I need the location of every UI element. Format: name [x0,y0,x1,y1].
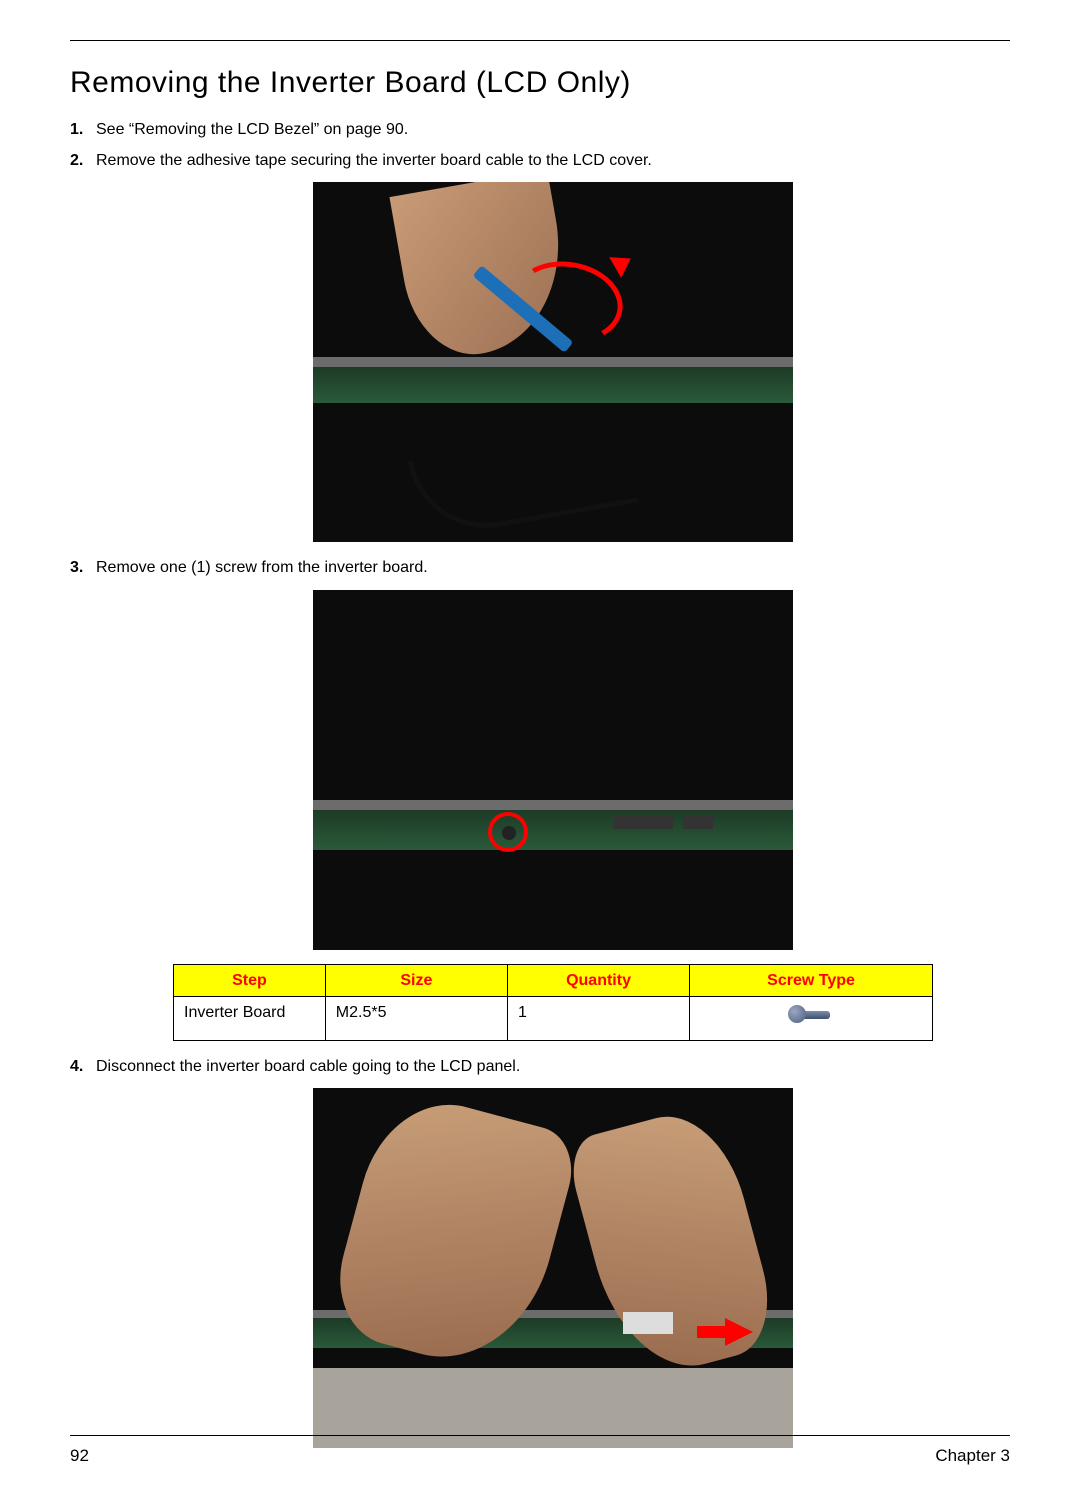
figure-3-photo [313,1088,793,1448]
cell-quantity: 1 [507,996,689,1040]
cell-screw-type [690,996,933,1040]
table-header-row: Step Size Quantity Screw Type [174,964,933,996]
col-step: Step [174,964,326,996]
cell-step: Inverter Board [174,996,326,1040]
header-rule [70,40,1010,41]
page-footer: 92 Chapter 3 [70,1435,1010,1466]
screw-icon [788,1003,834,1027]
arrow-head-icon [609,248,637,278]
col-quantity: Quantity [507,964,689,996]
figure-2-photo [313,590,793,950]
page-number: 92 [70,1446,89,1466]
step-3: Remove one (1) screw from the inverter b… [96,556,1010,1041]
step-4-text: Disconnect the inverter board cable goin… [96,1058,520,1075]
figure-2 [96,590,1010,950]
col-size: Size [325,964,507,996]
screw-table: Step Size Quantity Screw Type Inverter B… [173,964,933,1041]
step-1: See “Removing the LCD Bezel” on page 90. [96,118,1010,141]
table-row: Inverter Board M2.5*5 1 [174,996,933,1040]
page-title: Removing the Inverter Board (LCD Only) [70,66,1010,100]
step-2-text: Remove the adhesive tape securing the in… [96,152,652,169]
arrow-right-icon [725,1318,753,1346]
step-3-text: Remove one (1) screw from the inverter b… [96,559,428,576]
chapter-label: Chapter 3 [935,1446,1010,1466]
instruction-list: See “Removing the LCD Bezel” on page 90.… [70,118,1010,1448]
figure-1 [96,182,1010,542]
screw-highlight-circle-icon [488,812,528,852]
cell-size: M2.5*5 [325,996,507,1040]
figure-1-photo [313,182,793,542]
arrow-tail-icon [697,1326,727,1338]
step-1-text: See “Removing the LCD Bezel” on page 90. [96,121,408,138]
figure-3 [96,1088,1010,1448]
step-4: Disconnect the inverter board cable goin… [96,1055,1010,1448]
step-2: Remove the adhesive tape securing the in… [96,149,1010,542]
col-type: Screw Type [690,964,933,996]
